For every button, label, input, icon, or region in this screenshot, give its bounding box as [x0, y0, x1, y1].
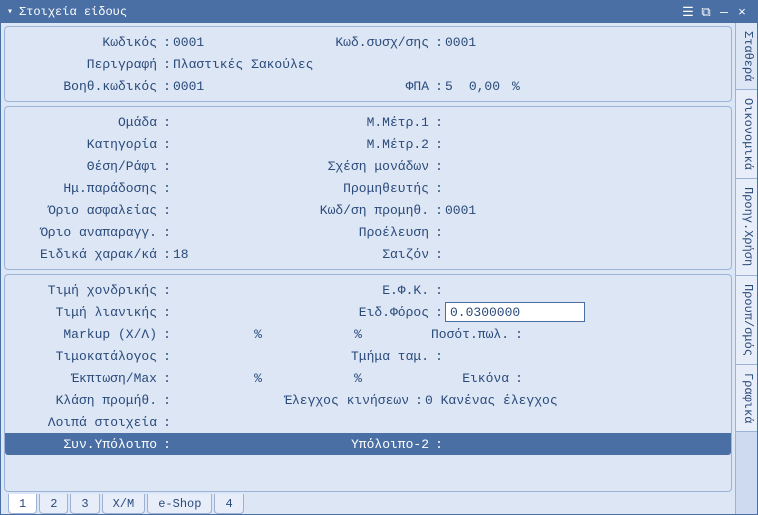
season-label: Σαιζόν: [263, 247, 433, 262]
aux-code-label: Βοηθ.κωδικός: [11, 79, 161, 94]
unit1-label: Μ.Μέτρ.1: [263, 115, 433, 130]
supply-class-label: Κλάση προμήθ.: [11, 393, 161, 408]
side-tab-budget[interactable]: Προυπ/σμός: [736, 276, 757, 365]
balance-row: Συν.Υπόλοιπο: Υπόλοιπο-2:: [5, 433, 731, 455]
balance2-label: Υπόλοιπο-2: [263, 437, 433, 452]
description-label: Περιγραφή: [11, 57, 161, 72]
image-label: Εικόνα: [393, 371, 513, 386]
supplier-code-value[interactable]: 0001: [445, 203, 476, 218]
category-label: Κατηγορία: [11, 137, 161, 152]
main-panel: Κωδικός : 0001 Κωδ.συσχ/σης : 0001 Περιγ…: [1, 23, 735, 514]
side-tab-fixed[interactable]: Σταθερά: [736, 23, 757, 90]
vat-label: ΦΠΑ: [263, 79, 433, 94]
special-tax-label: Ειδ.Φόρος: [263, 305, 433, 320]
window-title: Στοιχεία είδους: [19, 5, 679, 19]
vat-pct-symbol: %: [512, 79, 520, 94]
bottom-tab-4[interactable]: 4: [214, 494, 243, 514]
bottom-tabstrip: 1 2 3 X/M e-Shop 4: [4, 492, 732, 514]
relation-code-value[interactable]: 0001: [445, 35, 476, 50]
popout-icon[interactable]: ⧉: [697, 5, 715, 20]
total-balance-label: Συν.Υπόλοιπο: [11, 437, 161, 452]
pct-symbol: %: [343, 371, 373, 386]
pct-symbol: %: [243, 327, 273, 342]
bottom-tab-2[interactable]: 2: [39, 494, 68, 514]
aux-code-value[interactable]: 0001: [173, 79, 243, 94]
retail-price-label: Τιμή λιανικής: [11, 305, 161, 320]
titlebar: ▾ Στοιχεία είδους ☰ ⧉ — ×: [1, 1, 757, 23]
origin-label: Προέλευση: [263, 225, 433, 240]
supplier-code-label: Κωδ/ση προμηθ.: [263, 203, 433, 218]
movement-check-label: Έλεγχος κινήσεων: [213, 393, 413, 408]
pricing-panel: Τιμή χονδρικής: Ε.Φ.Κ.: Τιμή λιανικής: Ε…: [4, 274, 732, 492]
sale-qty-label: Ποσότ.πωλ.: [393, 327, 513, 342]
bottom-tab-1[interactable]: 1: [8, 494, 37, 514]
collapse-icon[interactable]: ▾: [7, 6, 13, 18]
vat-value[interactable]: 5: [445, 79, 469, 94]
side-tab-prevuse[interactable]: Προηγ.Χρήση: [736, 179, 757, 275]
attributes-panel: Ομάδα: Μ.Μέτρ.1: Κατηγορία: Μ.Μέτρ.2: Θέ…: [4, 106, 732, 270]
pricelist-label: Τιμοκατάλογος: [11, 349, 161, 364]
description-value[interactable]: Πλαστικές Σακούλες: [173, 57, 313, 72]
list-icon[interactable]: ☰: [679, 5, 697, 20]
special-tax-input[interactable]: 0.0300000: [445, 302, 585, 322]
header-panel: Κωδικός : 0001 Κωδ.συσχ/σης : 0001 Περιγ…: [4, 26, 732, 102]
pct-symbol: %: [243, 371, 273, 386]
discount-max-label: Έκπτωση/Max: [11, 371, 161, 386]
side-tabstrip: Σταθερά Οικονομικά Προηγ.Χρήση Προυπ/σμό…: [735, 23, 757, 514]
pct-symbol: %: [343, 327, 373, 342]
supplier-label: Προμηθευτής: [263, 181, 433, 196]
register-dept-label: Τμήμα ταμ.: [263, 349, 433, 364]
delivery-date-label: Ημ.παράδοσης: [11, 181, 161, 196]
vat-pct-value: 0,00: [469, 79, 512, 94]
movement-check-value[interactable]: 0 Κανένας έλεγχος: [425, 393, 558, 408]
relation-code-label: Κωδ.συσχ/σης: [263, 35, 433, 50]
bottom-tab-3[interactable]: 3: [70, 494, 99, 514]
side-tab-finance[interactable]: Οικονομικά: [736, 90, 757, 179]
code-label: Κωδικός: [11, 35, 161, 50]
special-chars-value[interactable]: 18: [173, 247, 243, 262]
markup-label: Markup (Χ/Λ): [11, 327, 161, 342]
minimize-icon[interactable]: —: [715, 5, 733, 20]
bottom-tab-xm[interactable]: X/M: [102, 494, 146, 514]
efk-label: Ε.Φ.Κ.: [263, 283, 433, 298]
group-label: Ομάδα: [11, 115, 161, 130]
special-chars-label: Ειδικά χαρακ/κά: [11, 247, 161, 262]
misc-label: Λοιπά στοιχεία: [11, 415, 161, 430]
side-tab-charts[interactable]: Γραφικά: [736, 365, 757, 432]
close-icon[interactable]: ×: [733, 5, 751, 20]
wholesale-price-label: Τιμή χονδρικής: [11, 283, 161, 298]
code-value[interactable]: 0001: [173, 35, 243, 50]
position-label: Θέση/Ράφι: [11, 159, 161, 174]
safety-limit-label: Όριο ασφαλείας: [11, 203, 161, 218]
item-details-window: ▾ Στοιχεία είδους ☰ ⧉ — × Κωδικός : 0001…: [0, 0, 758, 515]
unit-relation-label: Σχέση μονάδων: [263, 159, 433, 174]
reorder-limit-label: Όριο αναπαραγγ.: [11, 225, 161, 240]
bottom-tab-eshop[interactable]: e-Shop: [147, 494, 212, 514]
unit2-label: Μ.Μέτρ.2: [263, 137, 433, 152]
